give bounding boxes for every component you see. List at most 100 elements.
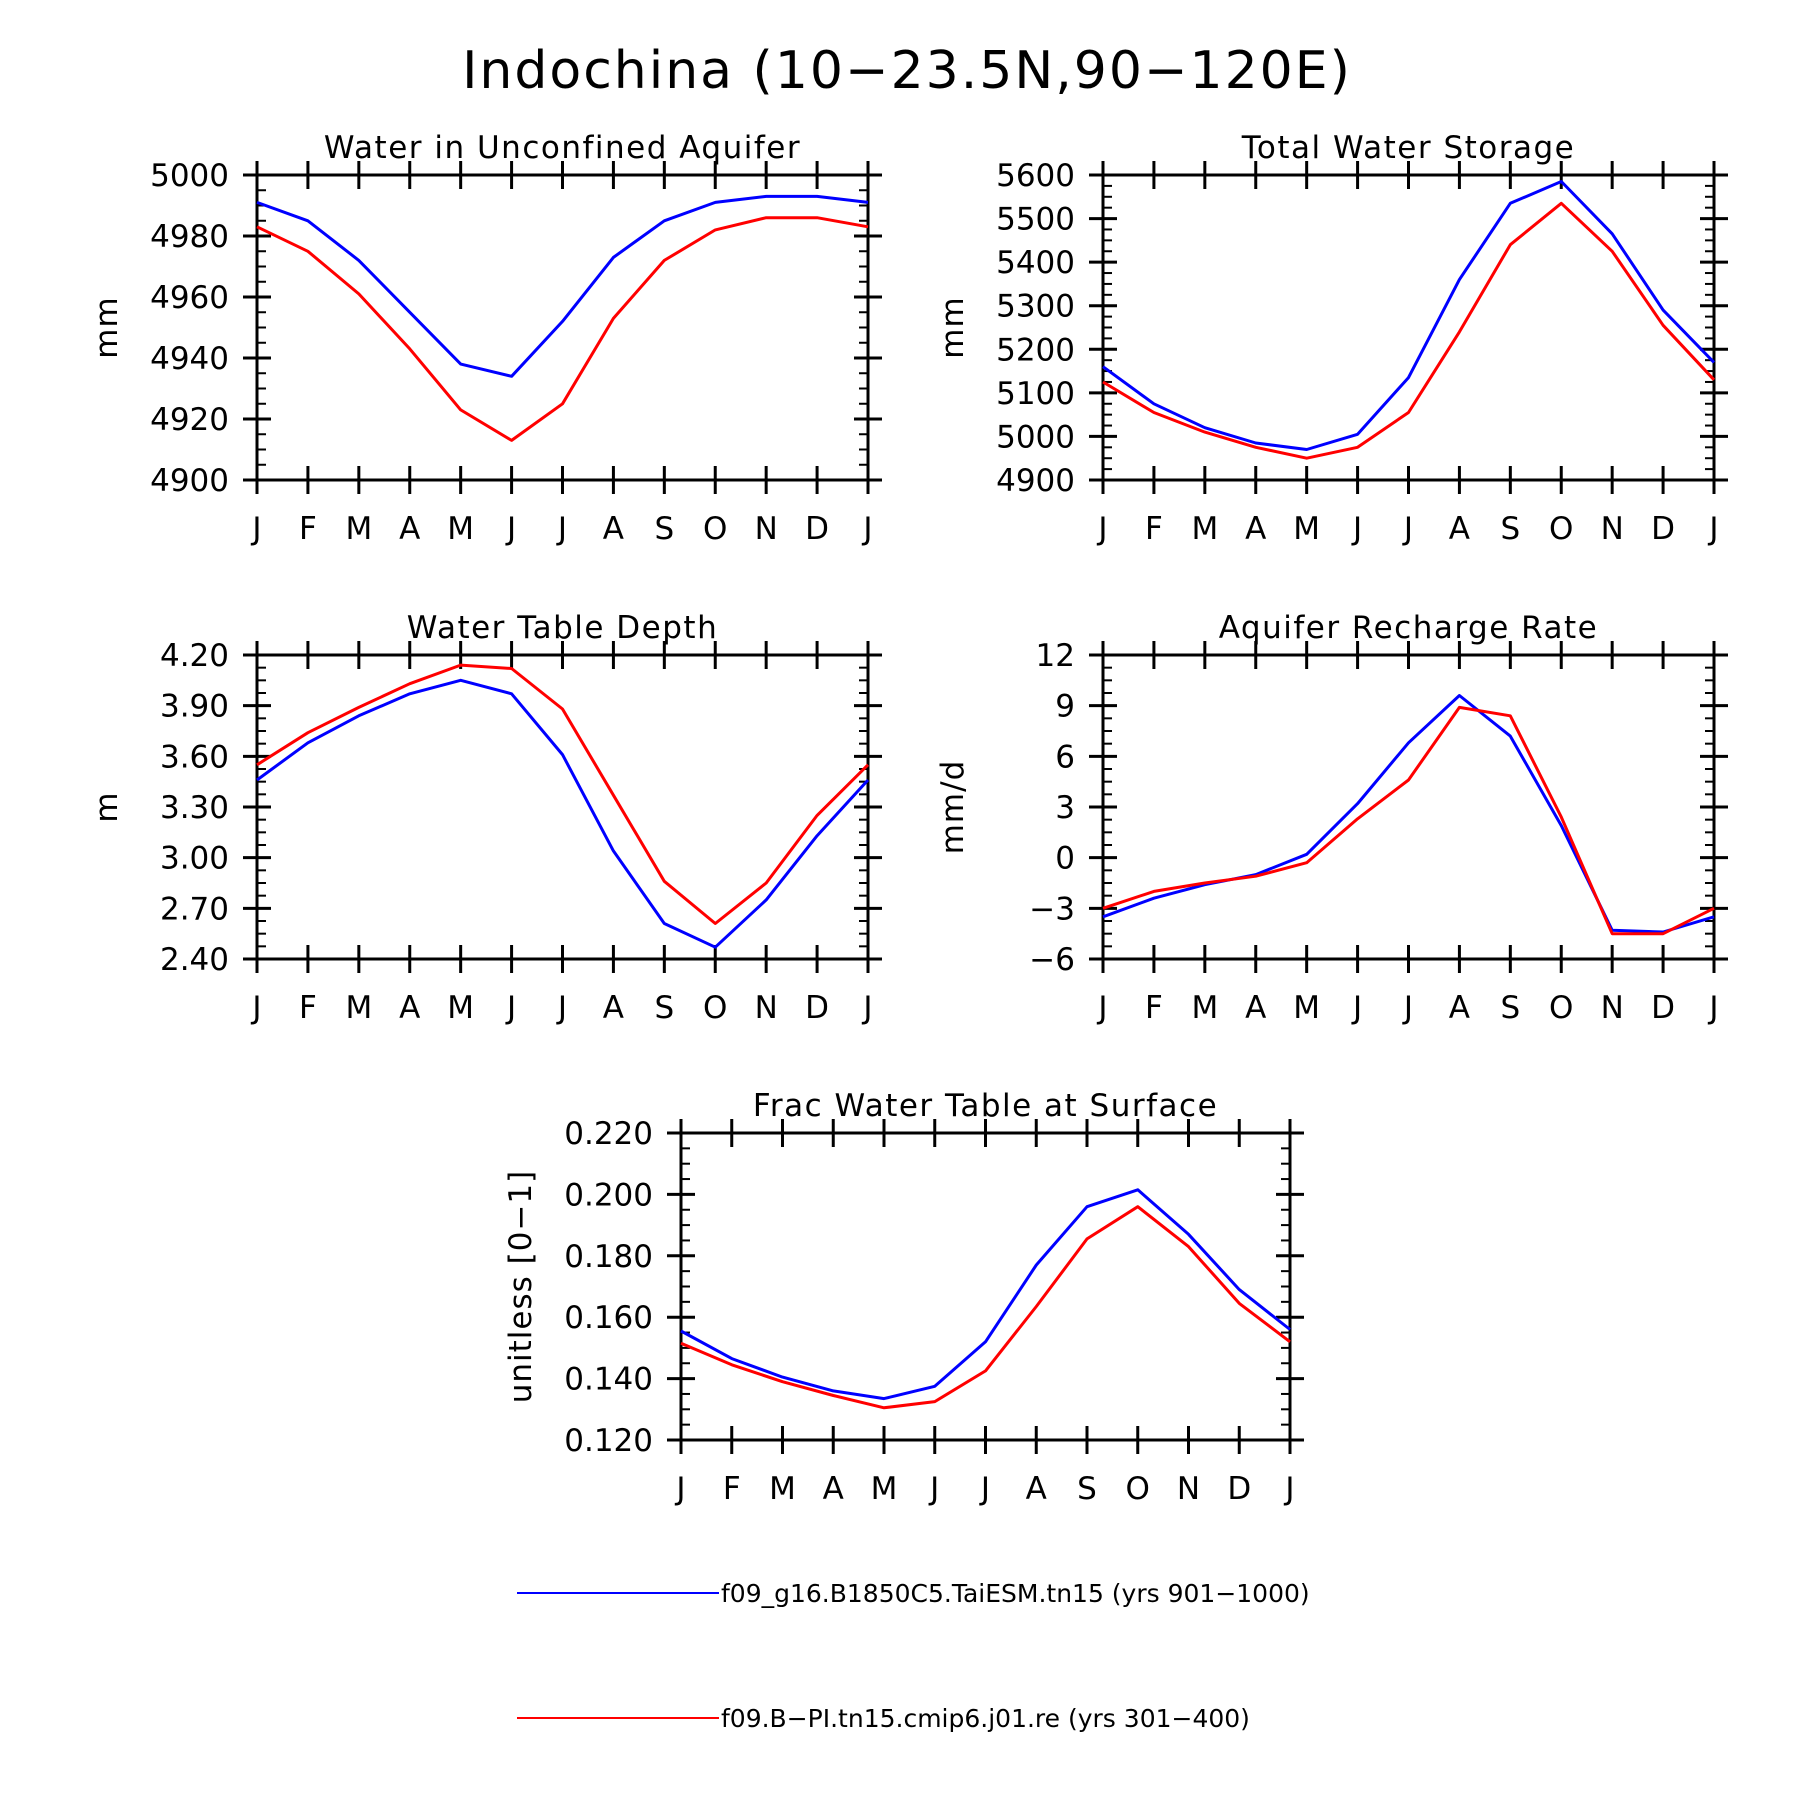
y-tick-label: 4.20	[160, 638, 229, 674]
series-line-2	[256, 663, 870, 925]
y-tick-label: 2.40	[160, 942, 229, 978]
x-tick-label: S	[1500, 511, 1520, 547]
x-tick-label: J	[674, 1471, 685, 1507]
x-tick-label: N	[755, 511, 778, 547]
x-tick-label: F	[723, 1471, 741, 1507]
x-tick-label: N	[1177, 1471, 1200, 1507]
x-tick-label: A	[1449, 511, 1470, 547]
y-tick-label: 0.120	[564, 1423, 653, 1459]
plot-frame	[679, 1131, 1292, 1442]
series-line-2	[1102, 705, 1715, 936]
y-tick-label: 0.140	[564, 1362, 653, 1398]
y-tick-label: 12	[1036, 638, 1075, 674]
series-line-1	[680, 1188, 1291, 1401]
x-tick-label: J	[861, 511, 872, 547]
series-line-2	[256, 216, 869, 442]
x-tick-label: J	[505, 990, 516, 1026]
y-tick-label: 3	[1055, 790, 1075, 826]
x-tick-label: D	[1227, 1471, 1251, 1507]
y-tick-label: 4900	[150, 463, 229, 499]
x-tick-label: N	[1601, 511, 1624, 547]
y-tick-label: −6	[1029, 942, 1075, 978]
x-tick-label: M	[1293, 990, 1320, 1026]
x-tick-label: S	[1077, 1471, 1097, 1507]
x-tick-label: S	[654, 511, 674, 547]
x-tick-label: J	[928, 1471, 939, 1507]
y-axis-label: mm	[89, 296, 125, 358]
x-tick-label: A	[823, 1471, 844, 1507]
x-tick-label: O	[1126, 1471, 1150, 1507]
x-tick-label: A	[1026, 1471, 1047, 1507]
y-tick-label: 5400	[996, 245, 1075, 281]
panel-title: Water in Unconfined Aquifer	[324, 130, 801, 166]
y-tick-label: 6	[1055, 739, 1075, 775]
series-line-1	[1102, 180, 1716, 451]
x-tick-label: N	[1601, 990, 1624, 1026]
y-tick-label: 4960	[150, 280, 229, 316]
series-line-1	[256, 194, 869, 378]
y-tick-label: 0.200	[564, 1177, 653, 1213]
series-line-2	[1102, 201, 1716, 460]
x-tick-label: F	[299, 511, 317, 547]
plot-frame	[1101, 653, 1716, 961]
y-tick-label: 3.90	[160, 689, 229, 725]
x-tick-label: J	[1096, 990, 1107, 1026]
y-tick-label: 4900	[996, 463, 1075, 499]
x-tick-label: J	[1283, 1471, 1294, 1507]
x-tick-label: A	[1245, 990, 1266, 1026]
y-axis-label: mm	[935, 296, 971, 358]
x-tick-label: O	[1549, 511, 1573, 547]
x-tick-label: J	[1351, 511, 1362, 547]
y-axis-label: m	[89, 791, 125, 822]
y-tick-label: 9	[1055, 689, 1075, 725]
x-tick-label: N	[755, 990, 778, 1026]
x-tick-label: F	[299, 990, 317, 1026]
y-tick-label: 5300	[996, 289, 1075, 325]
legend: f09_g16.B1850C5.TaiESM.tn15 (yrs 901−100…	[517, 1579, 1310, 1733]
x-tick-label: S	[1500, 990, 1520, 1026]
y-axis-label: unitless [0−1]	[503, 1170, 539, 1404]
series-line-1	[1102, 694, 1715, 934]
y-tick-label: 2.70	[160, 891, 229, 927]
x-tick-label: F	[1145, 990, 1163, 1026]
x-tick-label: A	[1449, 990, 1470, 1026]
y-tick-label: 0.160	[564, 1300, 653, 1336]
series-line-2	[680, 1205, 1291, 1410]
x-tick-label: J	[861, 990, 872, 1026]
y-tick-label: 5200	[996, 332, 1075, 368]
x-tick-label: D	[1651, 511, 1675, 547]
x-tick-label: A	[399, 990, 420, 1026]
x-tick-label: D	[805, 511, 829, 547]
x-tick-label: M	[447, 990, 474, 1026]
legend-label-1: f09_g16.B1850C5.TaiESM.tn15 (yrs 901−100…	[721, 1579, 1310, 1608]
x-tick-label: M	[447, 511, 474, 547]
y-tick-label: 0	[1055, 841, 1075, 877]
x-tick-label: F	[1145, 511, 1163, 547]
x-tick-label: D	[805, 990, 829, 1026]
panel-title: Water Table Depth	[407, 610, 718, 646]
y-tick-label: 5500	[996, 202, 1075, 238]
y-tick-label: 5100	[996, 376, 1075, 412]
x-tick-label: M	[769, 1471, 796, 1507]
plot-frame	[255, 653, 870, 961]
figure-title: Indochina (10−23.5N,90−120E)	[462, 41, 1352, 101]
x-tick-label: O	[1549, 990, 1573, 1026]
x-tick-label: J	[250, 511, 261, 547]
plot-frame	[255, 173, 870, 482]
x-tick-label: J	[1707, 511, 1718, 547]
y-tick-label: 0.220	[564, 1116, 653, 1152]
x-tick-label: J	[1402, 990, 1413, 1026]
x-tick-label: A	[399, 511, 420, 547]
x-tick-label: J	[1707, 990, 1718, 1026]
y-axis-label: mm/d	[935, 760, 971, 855]
series-line-1	[256, 678, 870, 949]
y-tick-label: 3.30	[160, 790, 229, 826]
y-tick-label: −3	[1029, 891, 1075, 927]
plot-frame	[1101, 173, 1716, 482]
x-tick-label: J	[505, 511, 516, 547]
